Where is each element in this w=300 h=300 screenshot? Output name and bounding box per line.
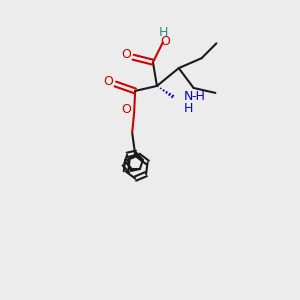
Text: -H: -H: [192, 90, 206, 104]
Text: N: N: [184, 90, 193, 104]
Text: O: O: [160, 35, 170, 48]
Text: H: H: [159, 26, 169, 39]
Text: H: H: [184, 102, 193, 115]
Text: O: O: [103, 74, 113, 88]
Text: O: O: [121, 103, 131, 116]
Text: O: O: [121, 48, 131, 61]
